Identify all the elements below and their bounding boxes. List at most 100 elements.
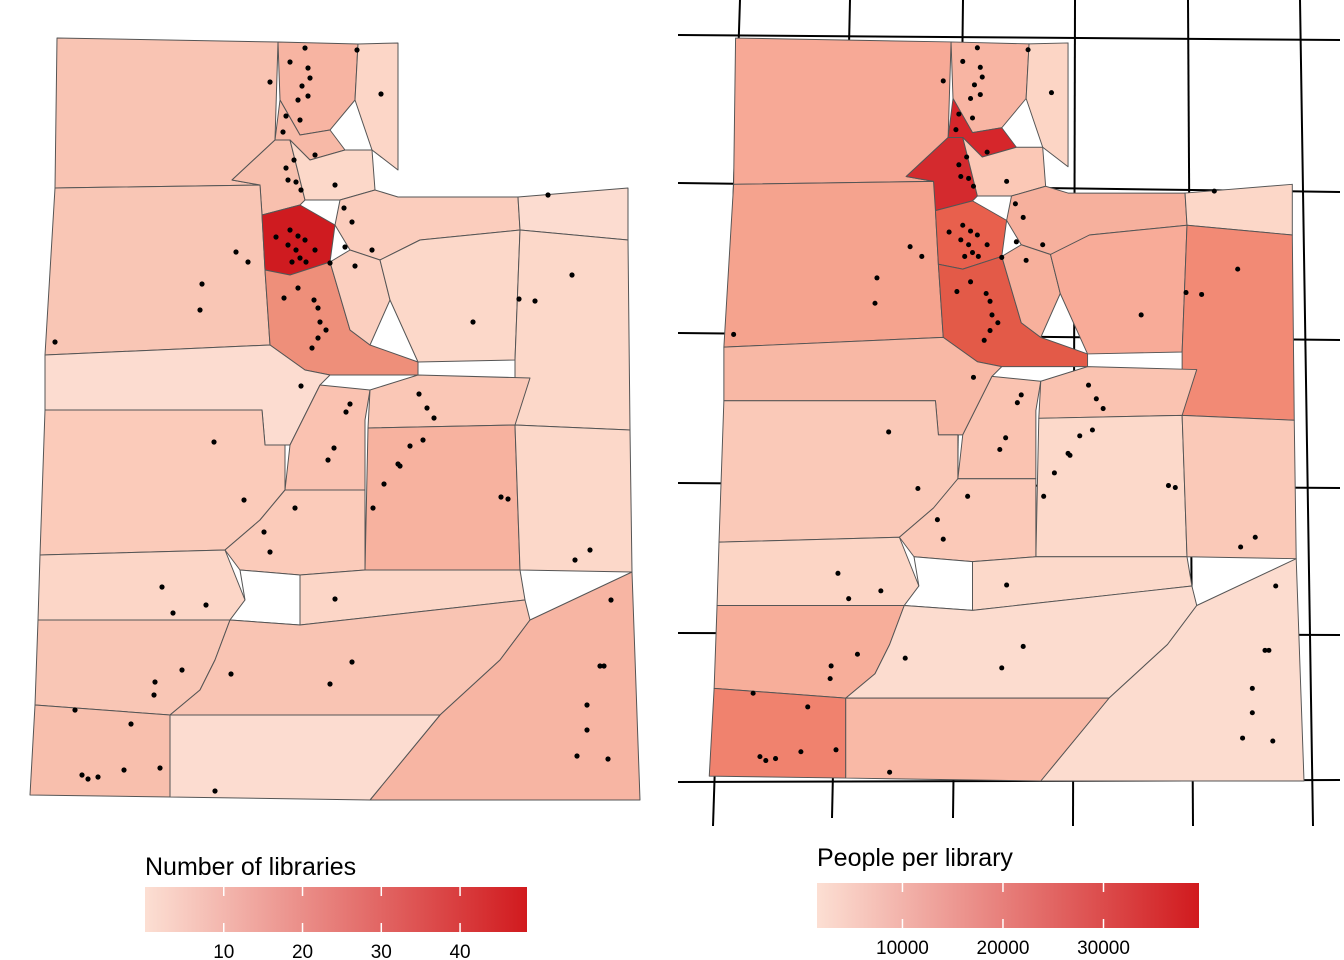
library-point [956,111,962,117]
library-point [981,337,987,343]
library-point [261,529,267,535]
library-point [1085,382,1092,388]
library-point [283,165,289,171]
library-point [605,756,611,762]
library-point [315,335,321,341]
library-point [1273,583,1279,589]
library-point [827,676,833,682]
library-point [805,704,811,710]
library-point [984,149,990,155]
library-point [979,74,985,80]
library-point [1183,289,1189,296]
library-point [298,383,304,389]
library-point [121,767,127,773]
library-point [940,536,946,542]
graticule-line [677,34,1341,41]
library-point [828,663,834,669]
library-point [971,82,977,88]
library-point [584,727,590,733]
tick-label: 30 [371,942,392,960]
library-point [569,272,575,278]
library-point [1003,435,1009,441]
library-point [179,667,185,673]
library-point [886,429,892,435]
library-point [773,756,779,762]
library-point [968,228,974,234]
library-point [872,300,878,306]
library-point [572,557,578,563]
library-point [1266,647,1272,653]
library-point [352,263,358,269]
library-point [532,298,538,304]
county [354,42,399,171]
library-point [349,659,355,665]
county [723,180,944,348]
library-point [297,255,303,261]
library-point [1252,534,1258,540]
library-point [587,547,593,553]
library-point [757,754,763,760]
map-libraries [29,37,641,801]
library-point [977,92,983,98]
library-point [273,234,279,240]
county [514,229,631,431]
library-point [343,409,349,415]
library-point [1262,647,1268,653]
library-point [295,285,301,291]
library-point [159,584,165,590]
library-point [1093,396,1099,402]
library-point [1025,47,1031,53]
library-point [798,749,804,755]
library-point [902,655,908,661]
library-point [1165,483,1172,489]
library-point [331,445,337,451]
library-point [312,152,318,158]
library-point [312,247,318,253]
library-point [989,312,995,318]
county [1181,224,1295,421]
library-point [292,505,298,511]
library-point [52,339,58,345]
library-point [285,177,291,183]
library-point [199,281,205,287]
colorbar: 10000 20000 30000 [817,883,1199,959]
library-point [1249,685,1255,691]
library-point [95,774,101,780]
library-point [731,331,737,337]
library-point [1211,188,1217,194]
library-point [287,227,293,233]
colorbar-gradient [145,887,527,932]
county [299,569,526,626]
library-point [966,242,972,248]
library-point [574,753,580,759]
library-point [323,327,329,333]
library-point [280,129,286,135]
library-point [1004,178,1010,184]
library-point [505,496,511,502]
library-point [887,769,893,775]
library-point [228,671,234,677]
county [37,549,246,621]
library-point [211,439,217,445]
library-point [953,127,959,133]
library-point [968,279,974,285]
colorbar: 10 20 30 40 [145,887,527,960]
library-point [79,772,85,778]
library-point [608,597,614,603]
library-point [1138,312,1144,318]
library-point [295,233,301,239]
library-point [516,296,522,302]
county [44,184,271,356]
library-point [907,244,913,250]
library-point [241,497,247,503]
library-point [987,298,993,304]
library-point [293,247,299,253]
library-point [1077,433,1083,439]
library-point [977,64,983,70]
library-point [203,602,209,608]
tick-label: 20 [292,942,313,960]
library-point [956,162,962,168]
graticule-line [1299,0,1314,827]
county [367,374,531,429]
library-point [1004,582,1010,588]
